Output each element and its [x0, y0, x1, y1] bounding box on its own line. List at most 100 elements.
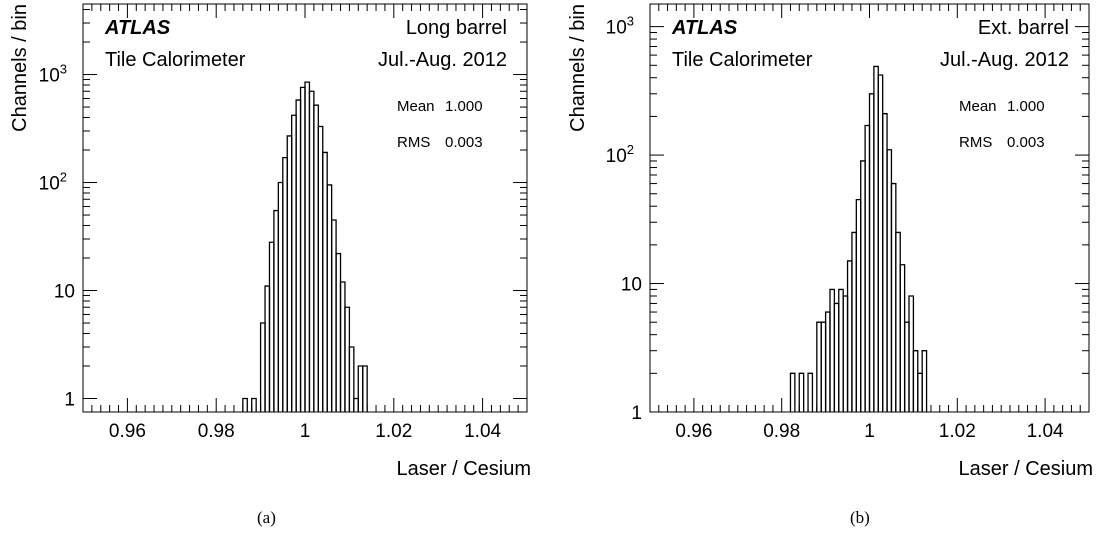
histogram-bin — [833, 302, 840, 412]
histogram-bin — [855, 198, 862, 412]
atlas-label: ATLAS — [671, 17, 738, 39]
histogram-bin — [344, 306, 351, 412]
stat-label: Mean — [959, 98, 997, 115]
histogram-bin — [899, 264, 906, 412]
y-tick-label: 1 — [64, 390, 75, 411]
histogram-bin — [277, 181, 284, 412]
stat-value: 0.003 — [1007, 134, 1045, 151]
period-label: Jul.-Aug. 2012 — [940, 49, 1069, 71]
stat-label: RMS — [959, 134, 992, 151]
stat-value: 1.000 — [445, 98, 483, 115]
histogram-bin — [326, 184, 333, 412]
x-tick-label: 1.02 — [375, 421, 412, 442]
histogram-bin — [890, 182, 897, 412]
histogram-bin — [322, 151, 328, 412]
region-label: Ext. barrel — [978, 17, 1069, 39]
histogram-bin — [903, 321, 910, 412]
y-tick-exponent: 3 — [627, 14, 634, 29]
histogram-bin — [304, 81, 311, 412]
histogram-bin — [860, 160, 866, 412]
histogram-bin — [264, 285, 271, 412]
histogram-bin — [330, 219, 337, 412]
histogram-bin — [877, 74, 884, 412]
y-tick-label: 10 — [621, 275, 642, 296]
histogram-bin — [339, 281, 346, 412]
histogram-bin — [820, 321, 827, 412]
histogram-bin — [798, 372, 805, 412]
histogram-bin — [868, 93, 875, 412]
x-axis-title: Laser / Cesium — [959, 458, 1094, 480]
x-tick-label: 0.96 — [109, 421, 146, 442]
y-tick-label: 102 — [606, 142, 634, 167]
period-label: Jul.-Aug. 2012 — [378, 49, 507, 71]
x-tick-label: 0.98 — [198, 421, 235, 442]
histogram-bin — [357, 365, 364, 412]
histogram-bin — [789, 372, 796, 412]
histogram-bin — [259, 322, 266, 412]
histogram-bin — [851, 231, 857, 412]
histogram-bin — [251, 397, 257, 412]
y-tick-exponent: 2 — [627, 142, 634, 157]
detector-label: Tile Calorimeter — [105, 49, 246, 71]
y-tick-label: 10 — [54, 282, 75, 303]
histogram-bin — [362, 365, 368, 412]
y-axis-title: Channels / bin — [567, 4, 589, 132]
y-tick-label: 1 — [631, 403, 642, 424]
histogram-bin — [299, 86, 306, 412]
atlas-label: ATLAS — [104, 17, 171, 39]
x-tick-label: 1.04 — [1027, 421, 1064, 442]
histogram-bin — [886, 149, 893, 412]
histogram-bin — [921, 350, 928, 412]
stat-label: RMS — [397, 134, 430, 151]
histogram-bin — [807, 372, 814, 412]
histogram-bin — [864, 124, 871, 412]
histogram-bin — [908, 295, 915, 412]
y-tick-exponent: 2 — [60, 170, 67, 185]
histogram-bin — [242, 397, 248, 412]
histogram-bin — [882, 113, 888, 412]
panel-b: 0.96 0.98 1 1.02 1.04 1 10 102 103 Laser / Cesium… — [562, 0, 1100, 510]
y-tick-label: 103 — [606, 14, 634, 39]
histogram-bin — [335, 252, 342, 412]
histogram-bin — [873, 65, 879, 412]
x-axis-title: Laser / Cesium — [397, 458, 532, 480]
histogram-bin — [846, 260, 853, 412]
histogram-bin — [268, 241, 275, 412]
histogram-bin — [842, 295, 849, 412]
histogram-bin — [273, 209, 280, 412]
histogram-bin — [295, 99, 302, 412]
histogram-bin — [313, 104, 319, 412]
histogram-bin — [829, 288, 836, 412]
x-tick-label: 0.96 — [675, 421, 712, 442]
histogram-bin — [917, 372, 923, 412]
histogram-bin — [816, 321, 822, 412]
histogram-bin — [824, 311, 831, 412]
region-label: Long barrel — [406, 17, 507, 39]
detector-label: Tile Calorimeter — [672, 49, 813, 71]
histogram-bin — [286, 135, 293, 412]
stat-value: 0.003 — [445, 134, 483, 151]
histogram-bin — [353, 397, 359, 412]
histogram-bin — [912, 350, 919, 412]
panel-a: 0.96 0.98 1 1.02 1.04 1 10 102 103 Laser / Cesium… — [0, 0, 538, 510]
y-tick-label: 102 — [39, 170, 67, 195]
x-tick-label: 1 — [864, 421, 875, 442]
stat-label: Mean — [397, 98, 435, 115]
histogram-bin — [317, 125, 324, 412]
histogram-ext-barrel: 0.96 0.98 1 1.02 1.04 1 10 102 103 Laser / Cesium… — [567, 3, 1094, 480]
x-tick-label: 1.04 — [464, 421, 501, 442]
caption-a: (a) — [257, 508, 276, 527]
x-tick-label: 0.98 — [763, 421, 800, 442]
histogram-bin — [308, 90, 315, 412]
y-tick-exponent: 3 — [60, 62, 67, 77]
x-tick-label: 1.02 — [939, 421, 976, 442]
histogram-bin — [348, 346, 355, 412]
y-axis-title: Channels / bin — [9, 4, 31, 132]
histogram-bin — [282, 156, 288, 412]
histogram-bin — [838, 288, 844, 412]
stat-value: 1.000 — [1007, 98, 1045, 115]
x-tick-label: 1 — [300, 421, 311, 442]
caption-b: (b) — [850, 508, 870, 527]
histogram-bin — [291, 114, 297, 412]
y-tick-label: 103 — [39, 62, 67, 87]
